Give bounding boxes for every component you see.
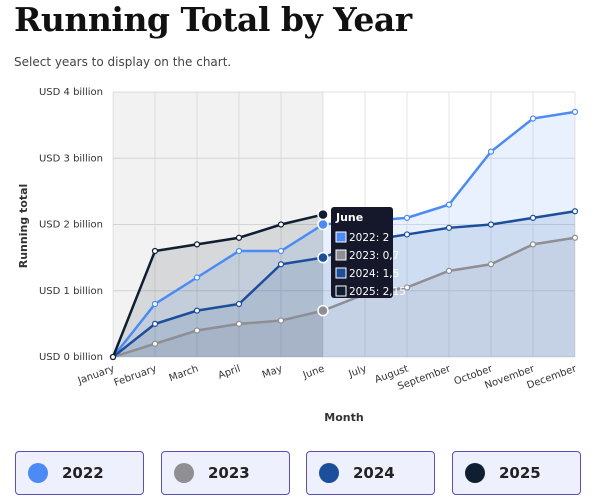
data-point	[193, 307, 201, 314]
data-point	[571, 108, 579, 115]
data-point	[529, 214, 537, 221]
tooltip-entry: 2025: 2,15	[349, 286, 406, 298]
data-point	[529, 115, 537, 122]
subtitle: Select years to display on the chart.	[14, 55, 232, 69]
tooltip-swatch	[335, 285, 347, 297]
data-point	[235, 234, 243, 241]
x-axis-label: Month	[324, 411, 363, 424]
tooltip-title: June	[335, 211, 363, 224]
data-point	[235, 300, 243, 308]
data-point	[445, 224, 453, 231]
data-point	[193, 327, 201, 334]
x-tick-label: March	[168, 363, 200, 384]
y-tick-label: USD 2 billion	[39, 220, 103, 231]
legend-label: 2023	[208, 464, 250, 482]
data-point	[317, 251, 329, 264]
x-tick-label: January	[76, 363, 116, 387]
tooltip-entry: 2024: 1,5	[349, 268, 399, 280]
data-point	[403, 284, 411, 291]
data-point	[235, 320, 243, 327]
x-tick-label: June	[301, 363, 326, 381]
y-tick-label: USD 1 billion	[39, 286, 103, 297]
data-point	[403, 214, 411, 221]
data-point	[445, 267, 453, 274]
y-tick-label: USD 3 billion	[39, 153, 103, 164]
legend-swatch	[174, 463, 194, 483]
y-axis-label: Running total	[17, 184, 30, 269]
year-button[interactable]: 2023	[161, 451, 290, 495]
data-point	[317, 218, 329, 231]
tooltip-swatch	[335, 231, 347, 243]
series-line	[112, 236, 576, 359]
data-point	[403, 231, 411, 238]
x-tick-label: May	[261, 363, 284, 380]
page-title: Running Total by Year	[14, 0, 412, 39]
data-point	[109, 353, 117, 361]
data-point	[487, 221, 495, 228]
y-tick-label: USD 0 billion	[39, 352, 103, 363]
series-area	[113, 237, 575, 357]
tooltip-entry: 2023: 0,7	[349, 250, 399, 262]
data-point	[277, 261, 285, 268]
data-point	[317, 304, 329, 317]
data-point	[571, 234, 579, 241]
data-point	[193, 274, 201, 281]
tooltip-entry: 2022: 2	[349, 232, 389, 244]
data-point	[277, 247, 285, 255]
data-point	[277, 317, 285, 324]
tooltip-swatch	[335, 249, 347, 261]
data-point	[571, 208, 579, 215]
data-point	[151, 300, 159, 308]
data-point	[445, 201, 453, 208]
tooltip: June 2022: 2 2023: 0,7 2024: 1,5 2025: 2,15	[331, 207, 406, 298]
legend-label: 2022	[62, 464, 104, 482]
x-tick-label: April	[217, 363, 242, 381]
data-point	[151, 320, 159, 327]
legend-swatch	[319, 463, 339, 483]
data-point	[151, 340, 159, 347]
series-line	[111, 213, 324, 358]
legend-swatch	[465, 463, 485, 483]
data-point	[317, 208, 329, 221]
data-point	[529, 241, 537, 248]
legend-label: 2025	[499, 464, 541, 482]
year-button[interactable]: 2024	[306, 451, 435, 495]
tooltip-swatch	[335, 267, 347, 279]
chart: USD 0 billion USD 1 billion USD 2 billion U…	[17, 87, 579, 424]
year-button[interactable]: 2025	[452, 451, 581, 495]
year-button[interactable]: 2022	[15, 451, 144, 495]
data-point	[487, 261, 495, 268]
x-tick-label: July	[346, 363, 368, 380]
data-point	[277, 221, 285, 228]
data-point	[193, 241, 201, 248]
y-tick-label: USD 4 billion	[39, 87, 103, 98]
legend-swatch	[28, 463, 48, 483]
data-point	[151, 247, 159, 255]
legend-label: 2024	[353, 464, 395, 482]
data-point	[235, 247, 243, 255]
data-point	[487, 148, 495, 155]
x-tick-label: February	[113, 363, 158, 389]
